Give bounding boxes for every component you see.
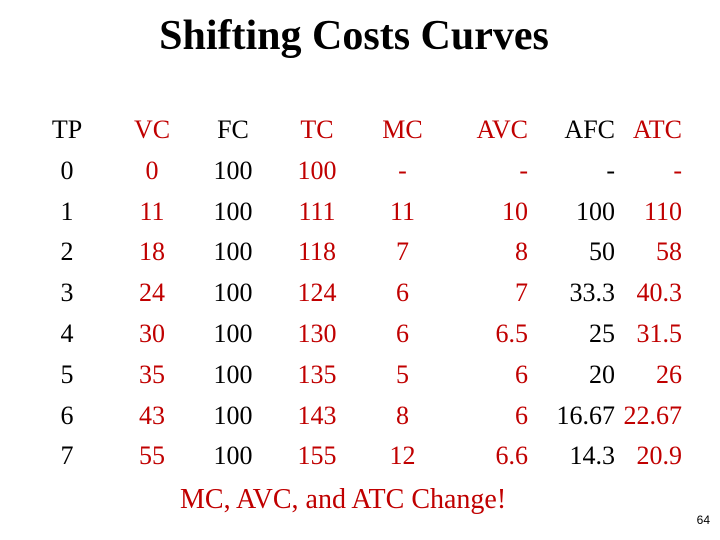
cell-tc: 135	[297, 359, 337, 389]
cell-atc: -	[673, 155, 682, 185]
cell-atc: 20.9	[636, 441, 683, 471]
cell-tc: 118	[297, 237, 337, 267]
header-fc: FC	[217, 115, 249, 144]
cell-fc: 100	[213, 400, 253, 430]
table-header-row: TP VC FC TC MC AVC AFC ATC	[28, 110, 682, 151]
cell-tc: 100	[297, 155, 337, 185]
slide-number: 64	[696, 513, 710, 527]
cell-mc: 6	[396, 278, 409, 308]
cell-vc: 24	[139, 278, 165, 308]
cell-afc: -	[606, 155, 615, 185]
table-body: 0 0 100 100- - - -1 11 100 111 11 10 100 110 2 18 100 118…	[28, 151, 683, 477]
cell-mc: 7	[396, 237, 409, 267]
table-row: 6 43 100 143 8 6 16.67 22.67	[28, 396, 683, 437]
cell-afc: 33.3	[569, 278, 616, 308]
cell-tc: 143	[297, 400, 337, 430]
slide-title: Shifting Costs Curves	[159, 13, 549, 59]
cell-fc: 100	[213, 359, 253, 389]
cell-mc: 8	[396, 400, 409, 430]
cell-avc: 6.5	[495, 318, 529, 348]
cell-atc: 40.3	[636, 278, 683, 308]
header-vc: VC	[133, 115, 171, 144]
cell-atc: 22.67	[623, 400, 683, 430]
cell-fc: 100	[213, 196, 253, 226]
cell-mc: -	[398, 155, 407, 185]
slide-caption: MC, AVC, and ATC Change!	[180, 484, 507, 515]
cell-vc: 35	[139, 359, 165, 389]
cell-fc: 100	[213, 237, 253, 267]
cell-vc: 18	[139, 237, 165, 267]
cost-table: TP VC FC TC MC AVC AFC ATC 0 0 100 100- - - -1…	[28, 110, 682, 477]
cell-avc: 7	[515, 278, 528, 308]
cell-afc: 50	[589, 237, 615, 267]
cell-tp: 0	[60, 155, 74, 185]
cell-mc: 6	[396, 318, 409, 348]
cell-tc: 111	[298, 196, 336, 226]
cell-fc: 100	[213, 278, 253, 308]
table-row: 1 11 100 111 11 10 100 110	[28, 192, 683, 233]
header-tp: TP	[51, 115, 83, 144]
cell-vc: 55	[139, 441, 165, 471]
table-row: 4 30 100 130 6 6.5 25 31.5	[28, 314, 683, 355]
cell-avc: 6.6	[495, 441, 529, 471]
cell-vc: 30	[139, 318, 165, 348]
cell-mc: 12	[389, 441, 416, 471]
cell-avc: 6	[515, 400, 528, 430]
cell-atc: 58	[656, 237, 682, 267]
cell-avc: -	[519, 155, 528, 185]
cell-vc: 43	[139, 400, 165, 430]
table-row: 0 0 100 100 - - - -	[28, 151, 683, 192]
cell-tp: 7	[60, 441, 74, 471]
table-row: 2 18 100 118 7 8 50 58	[28, 232, 683, 273]
header-atc: ATC	[632, 115, 682, 144]
header-tc: TC	[300, 115, 334, 144]
cell-tp: 1	[60, 196, 74, 226]
cell-fc: 100	[213, 318, 253, 348]
cell-atc: 110	[643, 196, 682, 226]
cell-tc: 124	[297, 278, 337, 308]
cell-afc: 25	[589, 318, 615, 348]
cell-tp: 2	[60, 237, 74, 267]
table-row: 7 55 100 155 12 6.6 14.3 20.9	[28, 436, 683, 477]
cell-mc: 11	[389, 196, 416, 226]
header-mc: MC	[382, 115, 423, 144]
cell-avc: 8	[515, 237, 528, 267]
cell-tc: 130	[297, 318, 337, 348]
cell-avc: 10	[502, 196, 528, 226]
cell-tp: 5	[60, 359, 74, 389]
cell-fc: 100	[213, 155, 253, 185]
cell-afc: 14.3	[569, 441, 616, 471]
cell-afc: 20	[589, 359, 615, 389]
cell-tc: 155	[297, 441, 337, 471]
cell-tp: 4	[60, 318, 74, 348]
cell-vc: 0	[145, 155, 159, 185]
cell-atc: 31.5	[636, 318, 683, 348]
cell-avc: 6	[515, 359, 528, 389]
cell-atc: 26	[656, 359, 682, 389]
header-afc: AFC	[564, 115, 615, 144]
cell-afc: 16.67	[556, 400, 616, 430]
table-row: 3 24 100 124 6 7 33.3 40.3	[28, 273, 683, 314]
table-row: 5 35 100 135 5 6 20 26	[28, 355, 683, 396]
header-avc: AVC	[476, 115, 528, 144]
cell-tp: 6	[60, 400, 74, 430]
cell-tp: 3	[60, 278, 74, 308]
cell-mc: 5	[396, 359, 409, 389]
cell-afc: 100	[576, 196, 615, 226]
cell-vc: 11	[139, 196, 165, 226]
cell-fc: 100	[213, 441, 253, 471]
